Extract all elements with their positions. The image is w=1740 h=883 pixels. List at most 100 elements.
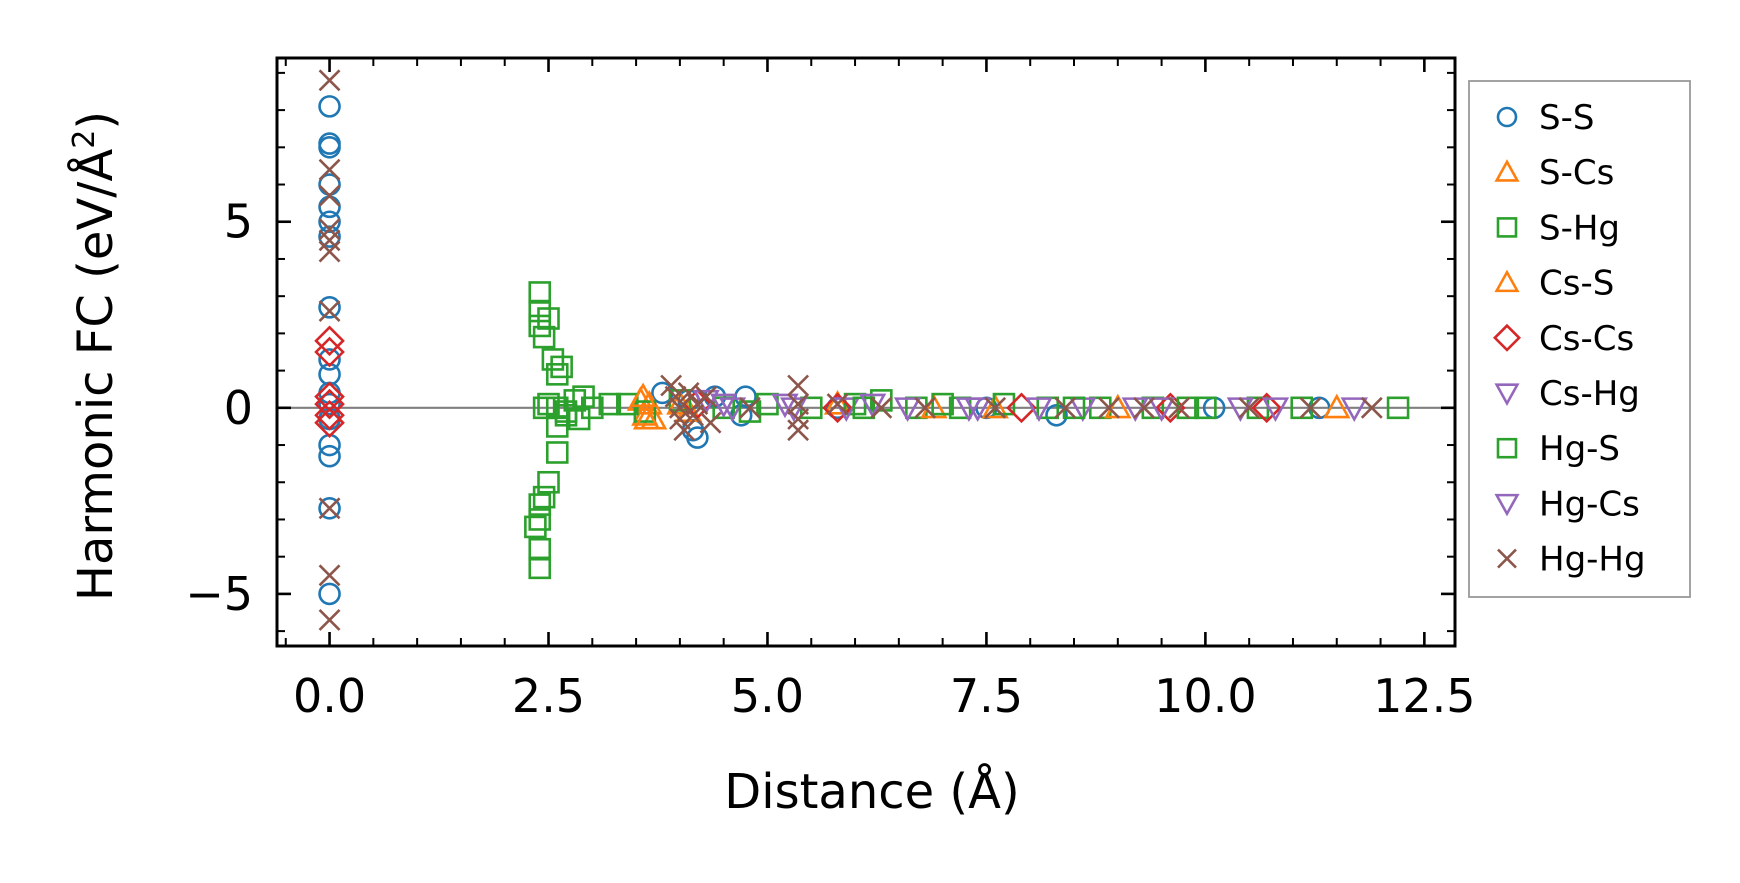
data-point xyxy=(318,348,341,371)
legend-marker xyxy=(1493,323,1521,352)
data-point xyxy=(664,385,687,408)
legend-marker xyxy=(1496,437,1518,459)
legend-label: Cs-Cs xyxy=(1539,319,1634,359)
data-point xyxy=(1238,396,1261,419)
x-axis-title: Distance (Å) xyxy=(724,763,1019,820)
data-point xyxy=(318,497,341,520)
plot-frame xyxy=(275,56,1457,648)
data-point xyxy=(1261,397,1290,422)
data-point xyxy=(1155,392,1186,424)
data-point xyxy=(686,426,709,449)
legend-item-s-cs: S-Cs xyxy=(1494,153,1614,193)
data-point xyxy=(318,497,341,520)
y-axis-title-close: ) xyxy=(68,111,124,130)
data-point xyxy=(318,158,341,181)
data-point xyxy=(318,392,341,416)
data-point xyxy=(668,408,691,430)
legend-label: S-S xyxy=(1539,98,1594,138)
data-point xyxy=(870,396,893,419)
data-point xyxy=(528,537,552,561)
legend-item-s-hg: S-Hg xyxy=(1496,208,1620,248)
data-point xyxy=(318,136,341,159)
y-tick-label: 5 xyxy=(224,195,253,249)
data-point xyxy=(1147,397,1176,422)
data-point xyxy=(318,210,341,234)
data-point xyxy=(787,374,810,397)
data-point xyxy=(550,355,573,379)
data-point xyxy=(318,225,341,248)
data-point xyxy=(1323,393,1351,419)
data-point xyxy=(524,515,547,539)
data-point xyxy=(629,382,657,408)
data-point xyxy=(528,556,552,580)
legend-marker xyxy=(1496,106,1518,128)
data-point xyxy=(314,325,345,357)
data-point xyxy=(826,393,849,416)
data-point xyxy=(318,240,341,263)
data-point xyxy=(314,407,345,439)
data-point xyxy=(318,184,341,207)
axes: 0.0 2.5 5.0 7.5 10.0 12.5 −5 0 5 xyxy=(185,56,1476,723)
data-point xyxy=(528,281,552,304)
data-point xyxy=(893,397,922,422)
data-point xyxy=(318,218,341,241)
data-point xyxy=(318,69,341,92)
y-axis-title-superscript: 2 xyxy=(67,130,102,149)
data-point xyxy=(787,408,810,430)
data-point xyxy=(318,95,341,118)
data-point xyxy=(709,393,738,419)
legend-item-hg-hg: Hg-Hg xyxy=(1497,540,1646,580)
x-tick-label: 12.5 xyxy=(1373,669,1475,723)
data-point xyxy=(668,396,691,419)
data-point xyxy=(771,393,799,419)
data-point xyxy=(992,392,1016,416)
data-point xyxy=(545,441,569,464)
data-point xyxy=(1251,392,1283,424)
data-point xyxy=(660,374,683,397)
data-point xyxy=(931,392,954,416)
data-point xyxy=(314,336,345,368)
legend-marker xyxy=(1497,548,1517,569)
data-point xyxy=(677,382,700,404)
data-point xyxy=(318,582,341,606)
data-point xyxy=(738,400,762,423)
data-point xyxy=(537,470,560,494)
y-tick-label: 0 xyxy=(224,381,253,435)
data-point xyxy=(532,485,556,509)
data-point xyxy=(822,392,853,424)
data-point xyxy=(914,396,937,419)
data-point xyxy=(1386,396,1410,420)
legend-marker xyxy=(1494,269,1520,293)
series-s-s xyxy=(318,95,1331,606)
x-tick-label: 10.0 xyxy=(1154,669,1256,723)
data-point xyxy=(1299,396,1322,419)
y-axis-title: Harmonic FC (eV/Å2) xyxy=(67,111,124,601)
data-point xyxy=(1360,396,1383,419)
legend-label: Cs-Hg xyxy=(1539,374,1640,414)
legend-label: Cs-S xyxy=(1539,264,1614,304)
data-point xyxy=(532,325,556,349)
legend-label: S-Cs xyxy=(1539,153,1614,193)
data-point xyxy=(532,396,556,420)
legend-item-hg-cs: Hg-Cs xyxy=(1494,484,1640,524)
x-tick-label: 7.5 xyxy=(950,669,1023,723)
x-tick-label: 5.0 xyxy=(731,669,804,723)
legend: S-S S-Cs S-Hg Cs-S Cs-Cs Cs-Hg Hg-S Hg-Cs Hg-Hg xyxy=(1468,80,1691,598)
y-tick-label: −5 xyxy=(185,567,253,621)
data-point xyxy=(633,400,657,423)
data-point xyxy=(318,564,341,587)
data-point xyxy=(1168,396,1191,419)
data-point xyxy=(554,403,578,427)
legend-label: Hg-Hg xyxy=(1539,540,1646,580)
legend-label: Hg-S xyxy=(1539,429,1620,469)
data-point xyxy=(823,389,852,415)
plot-area xyxy=(277,69,1455,631)
data-point xyxy=(699,411,722,434)
data-point xyxy=(955,397,983,422)
data-point xyxy=(318,300,341,322)
data-point xyxy=(632,404,661,430)
data-point xyxy=(598,392,622,416)
data-point xyxy=(984,396,1007,419)
legend-marker xyxy=(1494,383,1520,407)
